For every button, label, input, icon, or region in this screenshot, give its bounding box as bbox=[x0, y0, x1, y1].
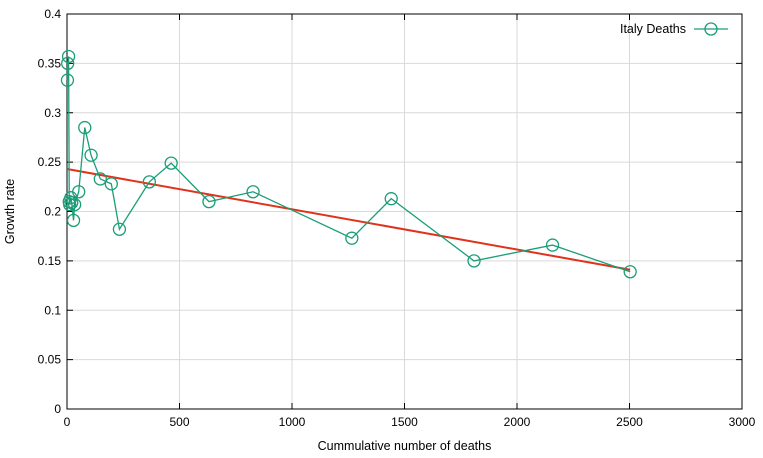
fit-line bbox=[66, 168, 631, 271]
x-tick-label: 500 bbox=[169, 415, 189, 429]
data-point bbox=[345, 231, 359, 245]
data-point bbox=[78, 120, 92, 135]
data-point bbox=[623, 265, 637, 279]
axis-ticks: 0 500 1000 1500 2000 2500 3000 0 0.05 0.1 0.15 0.2 0… bbox=[38, 7, 756, 429]
x-tick-label: 2500 bbox=[616, 415, 643, 429]
y-tick-label: 0.15 bbox=[38, 254, 62, 268]
x-tick-label: 0 bbox=[64, 415, 71, 429]
x-axis-label: Cummulative number of deaths bbox=[318, 439, 492, 453]
y-tick-label: 0.05 bbox=[38, 353, 62, 367]
data-point bbox=[68, 197, 82, 212]
y-tick-label: 0.2 bbox=[44, 205, 61, 219]
y-tick-label: 0.3 bbox=[44, 106, 61, 120]
series-line bbox=[66, 56, 631, 273]
data-point bbox=[545, 238, 560, 252]
data-point bbox=[72, 185, 86, 199]
y-axis-label: Growth rate bbox=[3, 179, 17, 244]
x-tick-label: 1000 bbox=[279, 415, 306, 429]
y-tick-label: 0.25 bbox=[38, 155, 62, 169]
series-group bbox=[60, 49, 637, 279]
data-point bbox=[65, 195, 79, 210]
data-point bbox=[63, 197, 77, 212]
legend-marker bbox=[704, 22, 718, 36]
data-point bbox=[384, 192, 398, 206]
data-point bbox=[61, 49, 76, 64]
legend: Italy Deaths bbox=[620, 22, 728, 36]
data-point bbox=[164, 156, 178, 170]
x-tick-label: 2000 bbox=[504, 415, 531, 429]
fit-line-group bbox=[66, 168, 631, 271]
data-point bbox=[66, 213, 81, 228]
data-point bbox=[104, 177, 118, 191]
data-point bbox=[202, 194, 216, 209]
data-point bbox=[246, 185, 260, 199]
data-point bbox=[112, 222, 127, 236]
data-point bbox=[60, 73, 75, 87]
legend-label: Italy Deaths bbox=[620, 22, 686, 36]
y-tick-label: 0.1 bbox=[44, 303, 61, 317]
y-tick-label: 0.35 bbox=[38, 56, 62, 70]
y-tick-label: 0.4 bbox=[44, 7, 61, 21]
x-tick-label: 3000 bbox=[729, 415, 756, 429]
grid-lines bbox=[67, 14, 742, 409]
data-point bbox=[467, 254, 481, 268]
data-point bbox=[61, 56, 75, 71]
data-point bbox=[93, 172, 107, 186]
data-point bbox=[142, 175, 157, 189]
x-tick-label: 1500 bbox=[391, 415, 418, 429]
data-point bbox=[84, 148, 98, 162]
y-tick-label: 0 bbox=[54, 402, 61, 416]
